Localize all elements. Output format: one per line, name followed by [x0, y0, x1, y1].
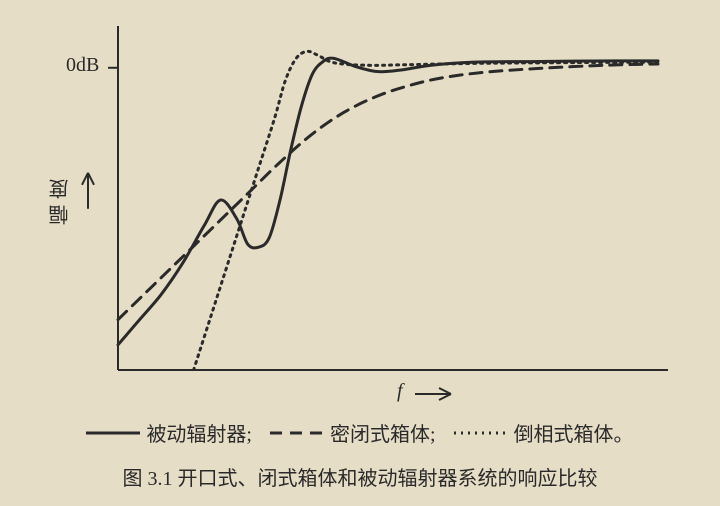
figure-caption: 图 3.1 开口式、闭式箱体和被动辐射器系统的响应比较 [0, 462, 720, 491]
legend-label: 倒相式箱体。 [514, 418, 634, 447]
y-tick-0db: 0dB [66, 54, 99, 77]
legend-label: 密闭式箱体; [330, 418, 436, 447]
legend-swatch-passive_radiator [86, 423, 140, 443]
legend-item-ported_box: 倒相式箱体。 [454, 418, 634, 447]
legend-swatch-ported_box [454, 423, 508, 443]
legend-swatch-sealed_box [270, 423, 324, 443]
legend-label: 被动辐射器; [146, 418, 252, 447]
legend-item-sealed_box: 密闭式箱体; [270, 418, 436, 447]
y-axis-label: 幅度 [46, 173, 75, 225]
series-passive_radiator [118, 58, 658, 345]
legend: 被动辐射器; 密闭式箱体; 倒相式箱体。 [0, 418, 720, 447]
legend-item-passive_radiator: 被动辐射器; [86, 418, 252, 447]
series-ported_box [194, 51, 658, 370]
series-sealed_box [118, 64, 658, 320]
x-axis-label: f [397, 380, 403, 403]
